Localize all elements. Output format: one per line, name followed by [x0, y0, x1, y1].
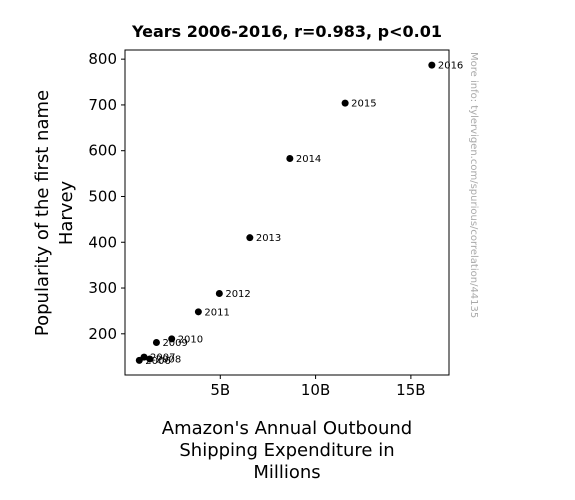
data-point-label: 2015 [351, 99, 376, 110]
x-tick-label: 5B [210, 381, 230, 399]
x-axis: 5B 10B 15B [210, 375, 426, 399]
x-axis-title-line-1: Amazon's Annual Outbound [162, 418, 412, 439]
y-tick-label: 500 [88, 187, 117, 205]
data-point [194, 308, 202, 316]
y-tick-label: 400 [88, 233, 117, 251]
data-point-label: 2014 [296, 154, 321, 165]
data-point-label: 2010 [178, 334, 203, 345]
data-point-label: 2009 [162, 338, 187, 349]
y-tick-label: 800 [88, 50, 117, 68]
y-axis: 200 300 400 500 600 700 800 [88, 50, 125, 343]
chart-title: Years 2006-2016, r=0.983, p<0.01 [131, 22, 442, 41]
y-axis-title-line-1: Popularity of the first name [32, 90, 53, 336]
y-tick-label: 200 [88, 325, 117, 343]
x-tick-label: 10B [301, 381, 330, 399]
data-point-label: 2012 [225, 289, 250, 300]
data-point-label: 2013 [256, 233, 281, 244]
y-tick-label: 700 [88, 96, 117, 114]
y-tick-label: 600 [88, 142, 117, 160]
data-point [146, 355, 154, 363]
y-axis-title-line-2: Harvey [56, 180, 77, 245]
data-point [341, 99, 349, 107]
data-point [168, 335, 176, 343]
data-point-label: 2016 [438, 61, 463, 72]
y-tick-label: 300 [88, 279, 117, 297]
data-point [286, 154, 294, 162]
x-axis-title: Amazon's Annual Outbound Shipping Expend… [162, 418, 412, 483]
x-axis-title-line-2: Shipping Expenditure in [179, 440, 394, 461]
data-point-label: 2011 [204, 307, 229, 318]
data-point [428, 61, 436, 69]
data-point-label: 2008 [156, 354, 181, 365]
data-point [246, 234, 254, 242]
data-point-label: 2006 [145, 356, 170, 367]
x-tick-label: 15B [396, 381, 425, 399]
data-point [152, 339, 160, 346]
data-point [140, 353, 148, 361]
watermark-text: More info: tylervigen.com/spurious/corre… [468, 52, 479, 318]
y-axis-title: Popularity of the first name Harvey [32, 90, 77, 336]
plot-frame [124, 49, 450, 376]
data-point [215, 290, 223, 298]
x-axis-title-line-3: Millions [253, 462, 320, 483]
data-point-label: 2007 [150, 353, 175, 364]
